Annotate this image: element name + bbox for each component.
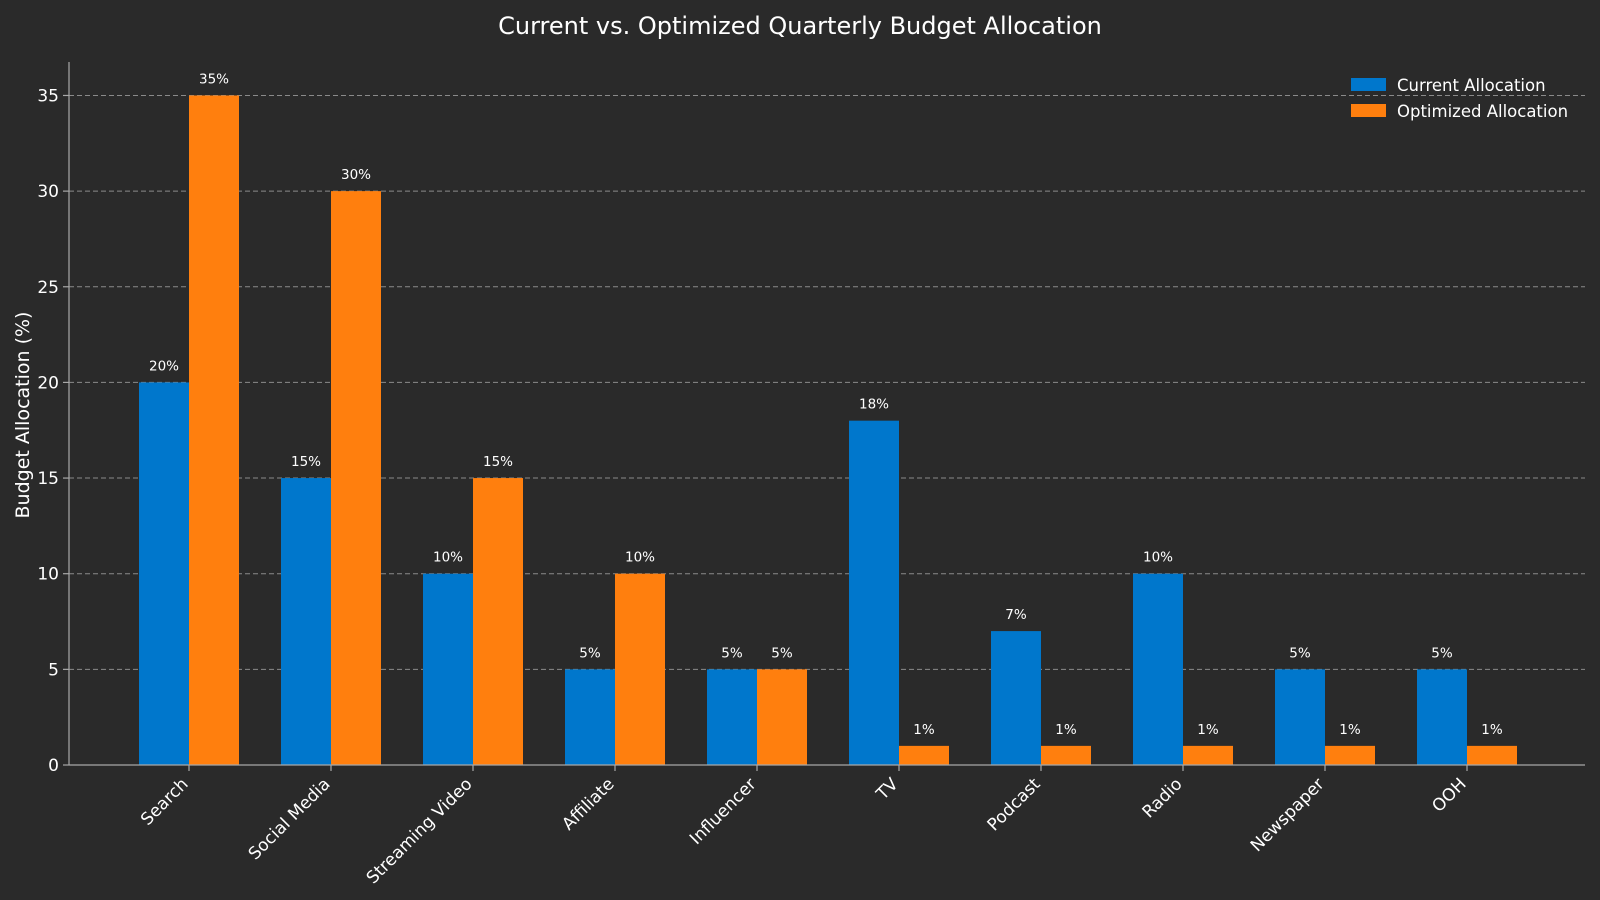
data-label: 1% bbox=[1481, 722, 1503, 738]
data-label: 5% bbox=[1431, 645, 1453, 661]
optimized-bar-social-media bbox=[331, 191, 381, 766]
legend-label: Optimized Allocation bbox=[1397, 102, 1568, 121]
data-label: 5% bbox=[579, 645, 601, 661]
y-tick-label: 15 bbox=[37, 469, 59, 489]
current-bar-tv bbox=[849, 420, 899, 765]
current-bar-podcast bbox=[991, 631, 1041, 765]
y-tick-label: 5 bbox=[48, 660, 59, 680]
x-tick-label: Newspaper bbox=[1247, 774, 1329, 856]
x-tick-label: Podcast bbox=[984, 774, 1045, 835]
data-label: 20% bbox=[149, 358, 179, 374]
y-tick-label: 0 bbox=[48, 756, 59, 776]
legend-swatch bbox=[1351, 104, 1386, 117]
y-tick-label: 25 bbox=[37, 278, 59, 298]
y-tick-label: 20 bbox=[37, 373, 59, 393]
x-tick-label: Affiliate bbox=[558, 774, 618, 834]
data-label: 18% bbox=[859, 397, 889, 413]
current-bar-affiliate bbox=[565, 669, 615, 765]
optimized-bar-radio bbox=[1183, 745, 1233, 765]
data-label: 10% bbox=[433, 550, 463, 566]
optimized-bar-podcast bbox=[1041, 745, 1091, 765]
data-label: 35% bbox=[199, 71, 229, 87]
x-tick-label: Streaming Video bbox=[363, 774, 477, 888]
x-tick-label: Search bbox=[137, 774, 192, 829]
data-labels: 20% 35% 15% 30% 10% 15% 5% 10% 5% 5% 18% 1% 7% 1% 10% 1… bbox=[149, 71, 1503, 737]
current-bar-influencer bbox=[707, 669, 757, 765]
data-label: 5% bbox=[721, 645, 743, 661]
current-bar-streaming-video bbox=[423, 573, 473, 765]
y-tick-label: 30 bbox=[37, 182, 59, 202]
current-bar-search bbox=[139, 382, 189, 765]
legend-swatch bbox=[1351, 78, 1386, 91]
current-bar-radio bbox=[1133, 573, 1183, 765]
optimized-bar-tv bbox=[899, 745, 949, 765]
data-label: 1% bbox=[1339, 722, 1361, 738]
optimized-bar-search bbox=[189, 95, 239, 765]
data-label: 10% bbox=[1143, 550, 1173, 566]
optimized-bar-streaming-video bbox=[473, 478, 523, 765]
x-tick-label: Influencer bbox=[686, 774, 760, 848]
current-bar-newspaper bbox=[1275, 669, 1325, 765]
optimized-bar-newspaper bbox=[1325, 745, 1375, 765]
data-label: 1% bbox=[913, 722, 935, 738]
optimized-bar-affiliate bbox=[615, 573, 665, 765]
legend: Current Allocation Optimized Allocation bbox=[1351, 76, 1568, 121]
data-label: 15% bbox=[483, 454, 513, 470]
data-label: 1% bbox=[1055, 722, 1077, 738]
x-tick-label: Social Media bbox=[245, 774, 335, 864]
x-tick-label: Radio bbox=[1139, 774, 1187, 822]
current-bar-social-media bbox=[281, 478, 331, 765]
legend-label: Current Allocation bbox=[1397, 76, 1546, 95]
data-label: 5% bbox=[1289, 645, 1311, 661]
data-label: 30% bbox=[341, 167, 371, 183]
chart-title: Current vs. Optimized Quarterly Budget A… bbox=[498, 12, 1102, 40]
data-label: 15% bbox=[291, 454, 321, 470]
y-tick-label: 10 bbox=[37, 565, 59, 585]
y-axis-label: Budget Allocation (%) bbox=[12, 312, 34, 519]
data-label: 1% bbox=[1197, 722, 1219, 738]
optimized-bar-ooh bbox=[1467, 745, 1517, 765]
data-label: 10% bbox=[625, 550, 655, 566]
y-tick-label: 35 bbox=[37, 86, 59, 106]
bars bbox=[139, 95, 1517, 766]
current-bar-ooh bbox=[1417, 669, 1467, 765]
data-label: 7% bbox=[1005, 607, 1027, 623]
x-tick-label: TV bbox=[872, 774, 903, 805]
x-tick-label: OOH bbox=[1428, 774, 1470, 816]
data-label: 5% bbox=[771, 645, 793, 661]
optimized-bar-influencer bbox=[757, 669, 807, 765]
